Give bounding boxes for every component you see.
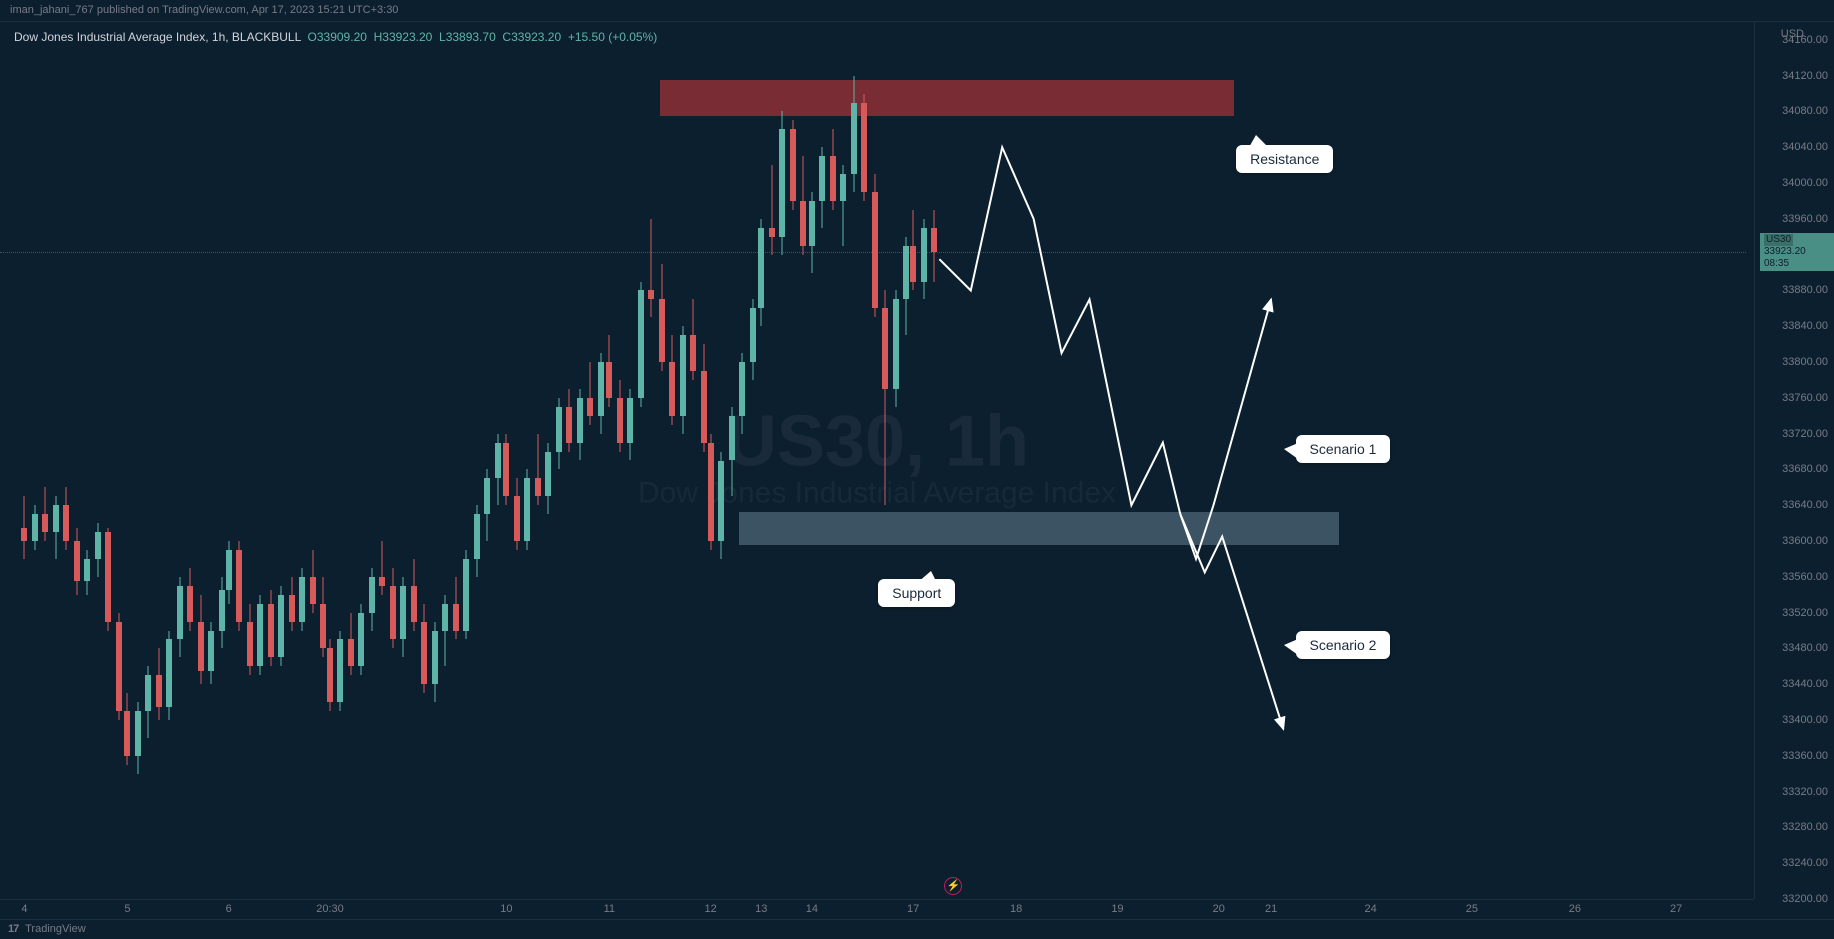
time-axis-label: 27 bbox=[1670, 903, 1682, 915]
time-axis-label: 14 bbox=[806, 903, 818, 915]
time-axis-label: 20:30 bbox=[316, 903, 344, 915]
time-axis-label: 25 bbox=[1466, 903, 1478, 915]
time-axis-label: 4 bbox=[21, 903, 27, 915]
ohlc-high: 33923.20 bbox=[382, 30, 432, 44]
time-axis[interactable]: 4 5 6 20:30 10 11 12 13 14 17 18 19 20 21 24 25 26 27 bbox=[0, 899, 1754, 919]
time-axis-label: 20 bbox=[1213, 903, 1225, 915]
ohlc-open: 33909.20 bbox=[317, 30, 367, 44]
price-axis-label: 33320.00 bbox=[1782, 786, 1828, 798]
callout-label: Scenario 1 bbox=[1296, 435, 1391, 463]
price-axis-label: 34080.00 bbox=[1782, 105, 1828, 117]
brand-label: TradingView bbox=[25, 923, 86, 935]
footer-bar: 17 TradingView bbox=[0, 919, 1834, 939]
time-axis-label: 21 bbox=[1265, 903, 1277, 915]
price-axis-label: 34120.00 bbox=[1782, 70, 1828, 82]
price-axis-label: 33800.00 bbox=[1782, 356, 1828, 368]
price-axis-label: 33760.00 bbox=[1782, 392, 1828, 404]
time-axis-label: 11 bbox=[604, 903, 615, 915]
price-axis-label: 33480.00 bbox=[1782, 642, 1828, 654]
price-axis-label: 33360.00 bbox=[1782, 750, 1828, 762]
price-axis-label: 33520.00 bbox=[1782, 607, 1828, 619]
symbol-description: Dow Jones Industrial Average Index, 1h, … bbox=[14, 30, 301, 44]
price-axis-label: 33960.00 bbox=[1782, 213, 1828, 225]
time-axis-label: 5 bbox=[124, 903, 130, 915]
replay-icon[interactable]: ⚡ bbox=[944, 877, 962, 895]
price-axis-label: 33400.00 bbox=[1782, 714, 1828, 726]
ohlc-close: 33923.20 bbox=[511, 30, 561, 44]
time-axis-label: 13 bbox=[755, 903, 767, 915]
time-axis-label: 19 bbox=[1111, 903, 1123, 915]
last-price-tag: US3033923.2008:35 bbox=[1760, 233, 1834, 271]
callout-label: Support bbox=[878, 579, 955, 607]
support-zone bbox=[739, 512, 1340, 544]
ohlc-change: +15.50 (+0.05%) bbox=[568, 30, 657, 44]
price-axis-label: 34040.00 bbox=[1782, 141, 1828, 153]
price-axis-label: 33840.00 bbox=[1782, 320, 1828, 332]
price-axis-label: 33880.00 bbox=[1782, 284, 1828, 296]
price-axis-label: 33600.00 bbox=[1782, 535, 1828, 547]
publish-bar: iman_jahani_767 published on TradingView… bbox=[0, 0, 1834, 22]
time-axis-label: 24 bbox=[1364, 903, 1376, 915]
price-axis-label: 33680.00 bbox=[1782, 463, 1828, 475]
ohlc-low: 33893.70 bbox=[446, 30, 496, 44]
price-axis-label: 34160.00 bbox=[1782, 34, 1828, 46]
time-axis-label: 26 bbox=[1569, 903, 1581, 915]
price-axis-label: 33640.00 bbox=[1782, 499, 1828, 511]
resistance-zone bbox=[660, 80, 1234, 116]
price-axis-label: 33200.00 bbox=[1782, 893, 1828, 905]
price-axis-label: 34000.00 bbox=[1782, 177, 1828, 189]
tradingview-logo-icon: 17 bbox=[8, 923, 18, 935]
time-axis-label: 17 bbox=[907, 903, 919, 915]
publish-text: iman_jahani_767 published on TradingView… bbox=[10, 4, 398, 16]
projection-overlay bbox=[0, 22, 1746, 899]
time-axis-label: 12 bbox=[704, 903, 716, 915]
chart-pane[interactable]: US30, 1h Dow Jones Industrial Average In… bbox=[0, 22, 1754, 899]
price-axis[interactable]: USD 33200.0033240.0033280.0033320.003336… bbox=[1754, 22, 1834, 899]
price-axis-label: 33560.00 bbox=[1782, 571, 1828, 583]
price-axis-label: 33240.00 bbox=[1782, 857, 1828, 869]
price-axis-label: 33440.00 bbox=[1782, 678, 1828, 690]
callout-label: Scenario 2 bbox=[1296, 631, 1391, 659]
symbol-info-bar: Dow Jones Industrial Average Index, 1h, … bbox=[14, 30, 657, 44]
callout-label: Resistance bbox=[1236, 145, 1333, 173]
time-axis-label: 10 bbox=[500, 903, 512, 915]
time-axis-label: 6 bbox=[226, 903, 232, 915]
price-axis-label: 33720.00 bbox=[1782, 428, 1828, 440]
price-axis-label: 33280.00 bbox=[1782, 821, 1828, 833]
time-axis-label: 18 bbox=[1010, 903, 1022, 915]
